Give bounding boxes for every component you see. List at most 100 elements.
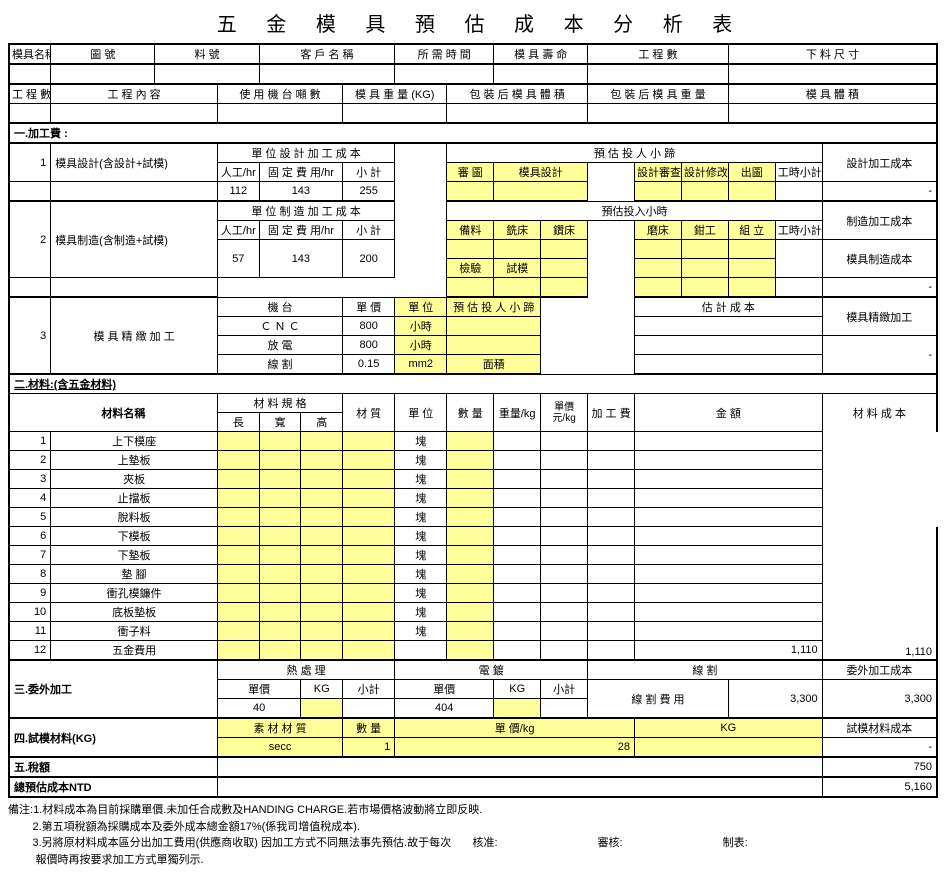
mat-amount[interactable] [634,489,822,508]
mat-weight[interactable] [494,451,541,470]
mat-qty[interactable] [447,432,494,451]
mat-unitprice[interactable] [541,622,588,641]
mat-unitprice[interactable] [541,565,588,584]
mat-material[interactable] [343,546,395,565]
mat-procfee[interactable] [588,546,635,565]
mat-material[interactable] [343,641,395,661]
mat-procfee[interactable] [588,489,635,508]
mat-len[interactable] [217,527,259,546]
mat-wid[interactable] [259,489,301,508]
mat-amount[interactable] [634,603,822,622]
mat-procfee[interactable] [588,584,635,603]
mat-qty[interactable] [447,527,494,546]
mat-len[interactable] [217,603,259,622]
mat-procfee[interactable] [588,508,635,527]
mat-procfee[interactable] [588,527,635,546]
mat-material[interactable] [343,489,395,508]
mat-unitprice[interactable] [541,546,588,565]
mat-procfee[interactable] [588,603,635,622]
mat-amount[interactable] [634,432,822,451]
mat-weight[interactable] [494,470,541,489]
mat-wid[interactable] [259,470,301,489]
mat-hgt[interactable] [301,470,343,489]
mat-unitprice[interactable] [541,641,588,661]
mat-amount[interactable] [634,527,822,546]
mat-wid[interactable] [259,546,301,565]
mat-wid[interactable] [259,432,301,451]
mat-wid[interactable] [259,451,301,470]
mat-material[interactable] [343,451,395,470]
val-mold-name[interactable] [9,64,51,84]
mat-amount[interactable] [634,451,822,470]
mat-qty[interactable] [447,451,494,470]
mat-qty[interactable] [447,603,494,622]
mat-hgt[interactable] [301,527,343,546]
mat-len[interactable] [217,432,259,451]
mat-weight[interactable] [494,432,541,451]
mat-len[interactable] [217,470,259,489]
mat-amount[interactable] [634,622,822,641]
mat-unitprice[interactable] [541,470,588,489]
design-cost-val[interactable]: - [822,182,937,202]
mat-weight[interactable] [494,527,541,546]
mat-hgt[interactable] [301,565,343,584]
mat-wid[interactable] [259,584,301,603]
mat-wid[interactable] [259,508,301,527]
mat-hgt[interactable] [301,432,343,451]
mfg-cost-val[interactable]: - [822,278,937,298]
mat-qty[interactable] [447,584,494,603]
mat-unitprice[interactable] [541,603,588,622]
mat-hgt[interactable] [301,622,343,641]
mat-qty[interactable] [447,565,494,584]
mat-weight[interactable] [494,489,541,508]
mat-unitprice[interactable] [541,508,588,527]
mat-hgt[interactable] [301,584,343,603]
mat-wid[interactable] [259,565,301,584]
mat-len[interactable] [217,584,259,603]
mat-wid[interactable] [259,641,301,661]
mat-material[interactable] [343,584,395,603]
mat-procfee[interactable] [588,451,635,470]
mat-qty[interactable] [447,470,494,489]
mat-material[interactable] [343,470,395,489]
mat-qty[interactable] [447,489,494,508]
mat-hgt[interactable] [301,508,343,527]
mat-unitprice[interactable] [541,584,588,603]
mat-procfee[interactable] [588,470,635,489]
mat-amount[interactable] [634,565,822,584]
mat-weight[interactable] [494,622,541,641]
mat-weight[interactable] [494,603,541,622]
mat-amount[interactable]: 1,110 [634,641,822,661]
mat-hgt[interactable] [301,451,343,470]
mat-wid[interactable] [259,527,301,546]
mat-weight[interactable] [494,565,541,584]
mat-material[interactable] [343,508,395,527]
mat-unitprice[interactable] [541,489,588,508]
mat-wid[interactable] [259,622,301,641]
mat-material[interactable] [343,622,395,641]
mat-wid[interactable] [259,603,301,622]
mat-len[interactable] [217,508,259,527]
mat-weight[interactable] [494,546,541,565]
mat-hgt[interactable] [301,641,343,661]
mat-len[interactable] [217,546,259,565]
mat-qty[interactable] [447,641,494,661]
sec4-cost-val[interactable]: - [822,738,937,758]
mat-unitprice[interactable] [541,451,588,470]
mat-weight[interactable] [494,584,541,603]
mat-weight[interactable] [494,641,541,661]
mat-hgt[interactable] [301,489,343,508]
mat-hgt[interactable] [301,603,343,622]
mat-material[interactable] [343,432,395,451]
mat-len[interactable] [217,565,259,584]
mat-procfee[interactable] [588,565,635,584]
mat-procfee[interactable] [588,641,635,661]
mat-material[interactable] [343,603,395,622]
mat-len[interactable] [217,641,259,661]
mat-unitprice[interactable] [541,432,588,451]
mat-qty[interactable] [447,622,494,641]
mat-amount[interactable] [634,470,822,489]
precision-cost-val[interactable]: - [822,336,937,375]
mat-qty[interactable] [447,546,494,565]
mat-len[interactable] [217,489,259,508]
